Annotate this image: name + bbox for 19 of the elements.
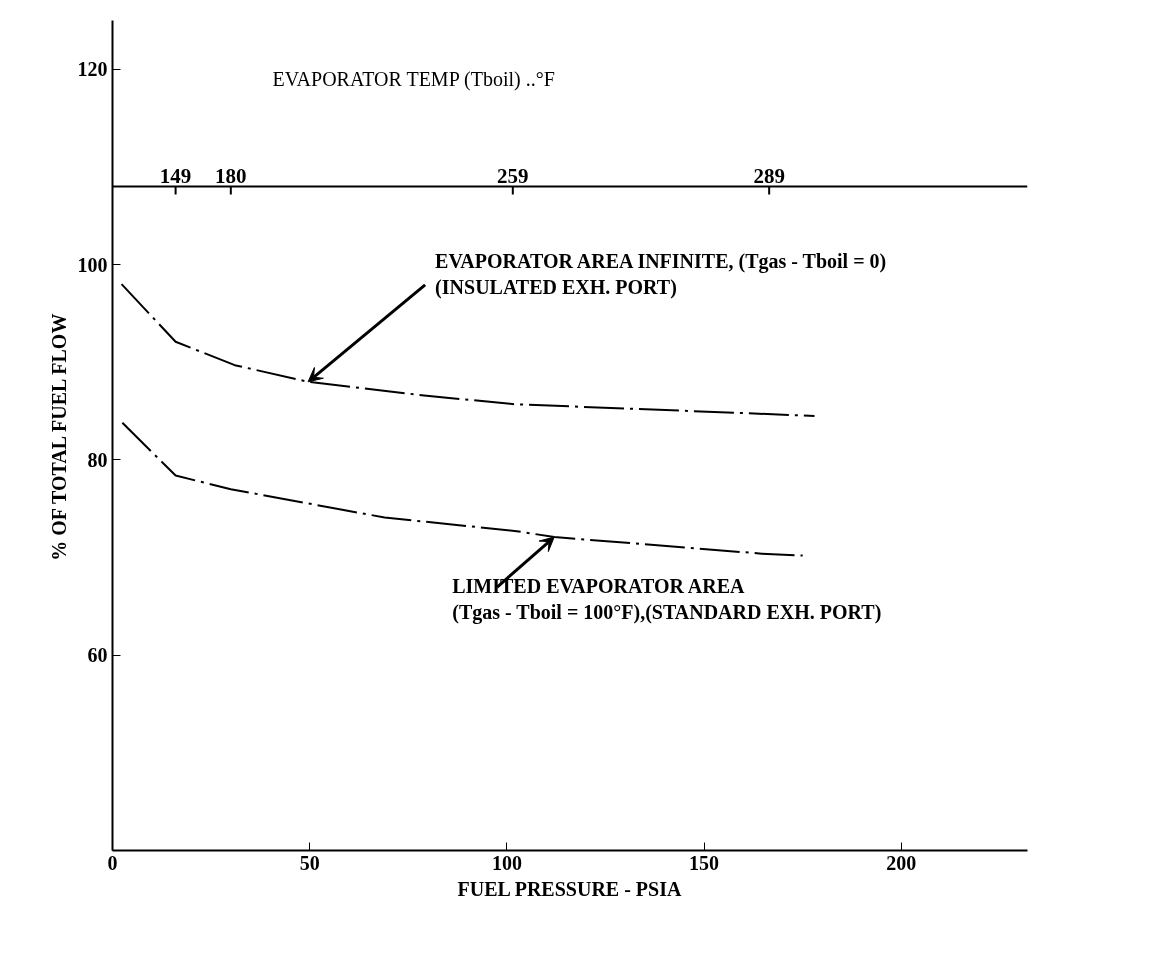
y-tick-label: 80: [87, 448, 108, 471]
x-tick-label: 150: [689, 851, 720, 874]
annotation: 259: [497, 163, 529, 188]
annotation: EVAPORATOR AREA INFINITE, (Tgas - Tboil = 0) (INSULATED EXH. PORT): [435, 249, 887, 299]
annotation: EVAPORATOR TEMP (Tboil) ..°F: [272, 67, 555, 91]
line-series: [121, 421, 804, 557]
annotation: LIMITED EVAPORATOR AREA (Tgas - Tboil = 100°F),(STANDARD EXH. PORT): [452, 575, 882, 625]
annotation: 289: [753, 163, 785, 188]
x-tick-label: 200: [886, 851, 917, 874]
x-tick-label: 0: [107, 851, 118, 874]
y-axis-title: % OF TOTAL FUEL FLOW: [47, 313, 70, 561]
x-tick-label: 100: [491, 851, 522, 874]
y-tick-label: 120: [77, 58, 108, 81]
x-axis-title: FUEL PRESSURE - PSIA: [457, 877, 682, 900]
y-tick-label: 60: [87, 644, 108, 667]
y-tick-label: 100: [77, 253, 108, 276]
annotation: 149: [159, 163, 192, 188]
x-tick-label: 50: [299, 851, 320, 874]
annotation: 180: [215, 163, 247, 188]
